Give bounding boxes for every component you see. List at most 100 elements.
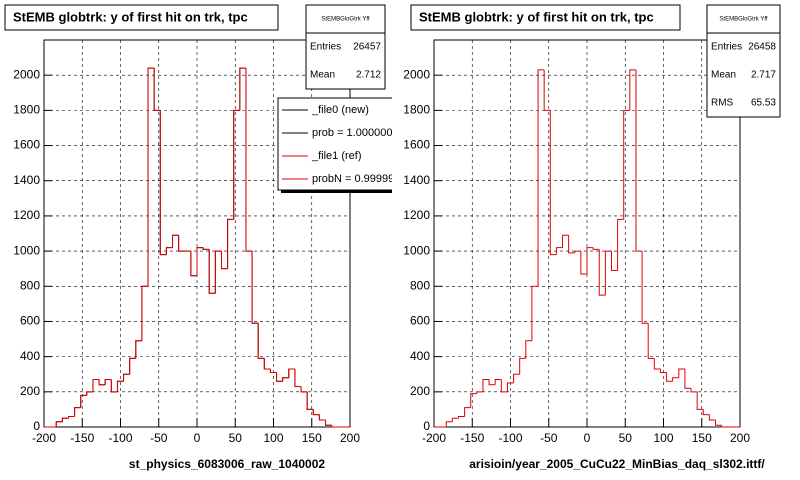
legend: _file0 (new) prob = 1.000000 _file1 (ref) p…	[277, 97, 394, 193]
histogram-bin	[147, 67, 155, 287]
x-tick-label: 50	[619, 431, 633, 445]
histogram-bin	[67, 415, 75, 419]
x-tick-label: 50	[229, 431, 243, 445]
stats-box	[305, 4, 386, 90]
y-tick-label: 0	[33, 419, 40, 433]
histogram-bin	[288, 368, 295, 378]
histogram-bin	[678, 368, 685, 378]
chart-title: StEMB globtrk: y of first hit on trk, tp…	[13, 9, 248, 24]
x-axis-label: st_physics_6083006_raw_1040002	[129, 457, 325, 471]
y-tick-label: 1600	[13, 138, 40, 152]
x-tick-label: 150	[692, 431, 712, 445]
stats-key: Entries	[310, 42, 341, 53]
histogram-bin	[196, 247, 204, 276]
chart-title: StEMB globtrk: y of first hit on trk, tp…	[419, 9, 654, 24]
histogram-bin	[702, 409, 710, 416]
y-tick-label: 1200	[403, 208, 430, 222]
histogram-bin	[129, 357, 136, 375]
histogram-panel: 0200400600800100012001400160018002000-20…	[403, 4, 781, 471]
histogram-bin	[257, 323, 265, 359]
y-tick-label: 1800	[403, 103, 430, 117]
histogram-bin	[318, 414, 326, 421]
stats-box	[706, 4, 781, 118]
x-tick-label: 150	[302, 431, 322, 445]
histogram-bin	[178, 235, 185, 252]
y-tick-label: 400	[20, 349, 40, 363]
stats-key: Entries	[711, 42, 742, 53]
histogram-bin	[220, 251, 228, 270]
histogram-bin	[580, 251, 587, 275]
histogram-bin	[294, 368, 302, 388]
histogram-bin	[672, 377, 679, 382]
title-box	[4, 4, 279, 31]
histogram-bin	[476, 391, 483, 394]
histogram-bin	[635, 69, 643, 252]
legend-box	[277, 97, 392, 191]
x-tick-label: 0	[584, 431, 591, 445]
histogram-bin	[80, 394, 87, 408]
histogram-bin	[141, 285, 149, 341]
histogram-bin	[629, 69, 636, 111]
histogram-bin	[190, 251, 197, 277]
y-tick-label: 1400	[13, 173, 40, 187]
histogram-bin	[98, 379, 106, 386]
y-tick-label: 1000	[13, 243, 40, 257]
histogram-bin	[708, 414, 716, 421]
histogram-bin	[306, 391, 314, 410]
histogram-bin	[715, 419, 722, 426]
histogram-bin	[208, 249, 216, 294]
x-axis-label: arisioin/year_2005_CuCu22_MinBias_daq_sl…	[469, 457, 765, 471]
histogram-bin	[61, 417, 69, 422]
histogram-bin	[165, 247, 173, 255]
histogram-bin	[74, 407, 81, 417]
histogram-bin	[721, 425, 728, 428]
legend-label: probN = 0.99999	[312, 173, 394, 185]
y-tick-label: 2000	[13, 67, 40, 81]
histogram-bin	[312, 409, 320, 416]
histogram-bin	[696, 391, 704, 410]
histogram-bin	[513, 373, 520, 384]
histogram-bin	[617, 218, 624, 271]
histogram-bin	[586, 247, 594, 274]
histogram-bin	[276, 372, 283, 382]
legend-label: _file0 (new)	[311, 104, 369, 116]
histogram-bin	[300, 386, 308, 393]
stats-value: 65.53	[751, 98, 776, 109]
histogram-bin	[488, 379, 496, 386]
x-tick-label: -100	[108, 431, 132, 445]
x-tick-label: 200	[730, 431, 750, 445]
x-tick-label: -200	[32, 431, 56, 445]
x-tick-label: 200	[340, 431, 360, 445]
x-tick-label: -50	[540, 431, 558, 445]
stats-value: 2.712	[356, 70, 381, 81]
histogram-bin	[263, 358, 271, 370]
histogram-bin	[653, 358, 661, 370]
histogram-bin	[641, 251, 649, 324]
histogram-bin	[445, 421, 453, 427]
histogram-bin	[110, 379, 118, 393]
histogram-bin	[251, 251, 259, 324]
histogram-bin	[500, 379, 508, 393]
histogram-bin	[451, 417, 459, 422]
histogram-bin	[159, 110, 167, 256]
x-tick-label: 100	[653, 431, 673, 445]
histogram-bin	[269, 368, 277, 373]
histogram-bin	[562, 234, 569, 248]
histogram-bin	[647, 323, 655, 359]
histogram-bin	[325, 419, 332, 426]
x-tick-label: -200	[422, 431, 446, 445]
histogram-bin	[457, 415, 465, 419]
y-tick-label: 2000	[403, 67, 430, 81]
x-tick-label: -50	[150, 431, 168, 445]
histogram-bin	[519, 357, 526, 375]
y-tick-label: 1600	[403, 138, 430, 152]
histogram-bin	[239, 67, 246, 111]
histogram-bin	[172, 234, 179, 248]
histogram-bin	[568, 235, 575, 254]
y-tick-label: 1200	[13, 208, 40, 222]
y-tick-label: 1800	[13, 103, 40, 117]
histogram-bin	[525, 340, 532, 359]
stats-key: Mean	[711, 70, 736, 81]
histogram-bin	[592, 247, 600, 250]
